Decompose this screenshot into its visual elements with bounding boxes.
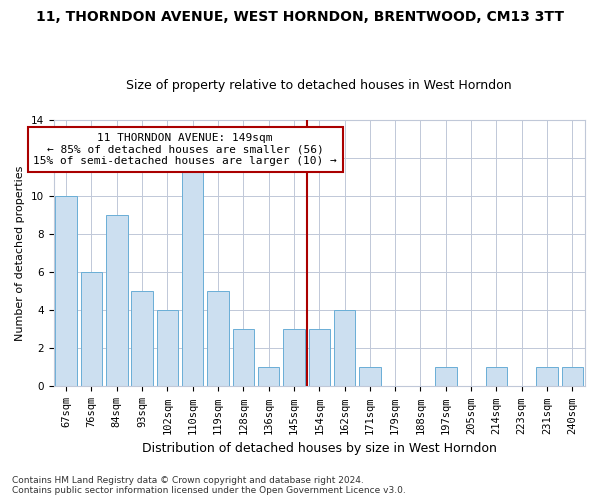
Bar [157,310,178,386]
Bar [308,330,330,386]
Bar [485,368,507,386]
Text: Contains HM Land Registry data © Crown copyright and database right 2024.
Contai: Contains HM Land Registry data © Crown c… [12,476,406,495]
Bar [562,368,583,386]
Bar [81,272,102,386]
Title: Size of property relative to detached houses in West Horndon: Size of property relative to detached ho… [127,79,512,92]
Bar [334,310,355,386]
Bar [207,291,229,386]
Bar [106,215,128,386]
Bar [182,158,203,386]
Bar [536,368,558,386]
Bar [283,330,305,386]
Text: 11 THORNDON AVENUE: 149sqm
← 85% of detached houses are smaller (56)
15% of semi: 11 THORNDON AVENUE: 149sqm ← 85% of deta… [33,133,337,166]
Bar [258,368,280,386]
Bar [131,291,153,386]
Bar [359,368,380,386]
Bar [435,368,457,386]
X-axis label: Distribution of detached houses by size in West Horndon: Distribution of detached houses by size … [142,442,497,455]
Bar [233,330,254,386]
Text: 11, THORNDON AVENUE, WEST HORNDON, BRENTWOOD, CM13 3TT: 11, THORNDON AVENUE, WEST HORNDON, BRENT… [36,10,564,24]
Y-axis label: Number of detached properties: Number of detached properties [15,166,25,340]
Bar [55,196,77,386]
